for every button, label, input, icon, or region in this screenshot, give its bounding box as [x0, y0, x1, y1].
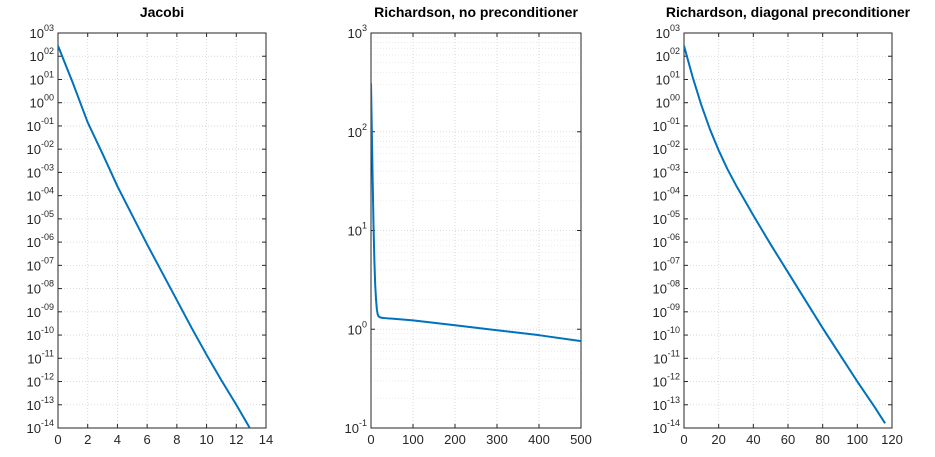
x-tick-label: 80 [815, 432, 829, 447]
x-tick-label: 20 [711, 432, 725, 447]
chart-panel-jacobi: 0 2 4 6 8 10 12 14 10-14 10-13 10-12 10-11 10-10 10-0… [27, 4, 274, 447]
x-tick-label: 12 [229, 432, 243, 447]
y-tick-label: 10-09 [27, 302, 54, 320]
x-tick-label: 100 [402, 432, 424, 447]
y-tick-label: 10-06 [653, 232, 680, 250]
y-tick-label: 10-07 [653, 255, 680, 273]
x-tick-label: 0 [367, 432, 374, 447]
x-tick-label: 4 [114, 432, 121, 447]
x-tick-label: 100 [846, 432, 868, 447]
y-tick-label: 10-12 [653, 372, 680, 390]
x-tick-label: 0 [680, 432, 687, 447]
y-tick-label: 10-13 [27, 395, 54, 413]
grid [370, 32, 582, 429]
y-tick-label: 100 [348, 319, 367, 337]
x-tick-label: 8 [173, 432, 180, 447]
y-tick-label: 1000 [656, 93, 680, 111]
y-tick-label: 1003 [30, 23, 54, 41]
y-tick-label: 102 [348, 122, 367, 140]
y-tick-label: 10-04 [653, 186, 680, 204]
y-tick-label: 1002 [656, 46, 680, 64]
y-tick-label: 10-09 [653, 302, 680, 320]
y-tick-label: 10-05 [27, 209, 54, 227]
y-tick-label: 10-01 [653, 116, 680, 134]
y-tick-label: 10-12 [27, 372, 54, 390]
chart-title-jacobi: Jacobi [140, 4, 184, 20]
y-tick-label: 10-1 [345, 418, 367, 436]
y-tick-label: 10-11 [27, 348, 54, 366]
y-tick-label: 1001 [656, 69, 680, 87]
x-tick-label: 6 [144, 432, 151, 447]
y-tick-label: 10-03 [27, 162, 54, 180]
x-tick-label: 300 [486, 432, 508, 447]
y-tick-label: 1000 [30, 93, 54, 111]
x-tick-label: 2 [84, 432, 91, 447]
y-tick-label: 10-10 [653, 325, 680, 343]
y-tick-label: 103 [348, 23, 367, 41]
y-tick-label: 10-03 [653, 162, 680, 180]
y-tick-label: 10-02 [27, 139, 54, 157]
x-tick-label: 0 [54, 432, 61, 447]
chart-title-richardson-no-preconditioner: Richardson, no preconditioner [374, 4, 578, 20]
y-tick-label: 10-13 [653, 395, 680, 413]
y-tick-label: 1001 [30, 69, 54, 87]
y-tick-label: 10-14 [653, 418, 680, 436]
y-tick-label: 10-07 [27, 255, 54, 273]
axes-box [57, 32, 267, 429]
y-tick-label: 10-10 [27, 325, 54, 343]
x-tick-label: 60 [781, 432, 795, 447]
y-tick-label: 101 [348, 221, 367, 239]
chart-title-richardson-diagonal-preconditioner: Richardson, diagonal preconditioner [666, 4, 911, 20]
series-line [684, 45, 886, 424]
y-tick-label: 10-11 [653, 348, 680, 366]
x-tick-label: 500 [570, 432, 592, 447]
series-line [58, 45, 251, 428]
series-line [371, 83, 581, 343]
x-tick-label: 14 [259, 432, 273, 447]
y-tick-label: 10-05 [653, 209, 680, 227]
x-tick-label: 400 [528, 432, 550, 447]
y-tick-label: 10-14 [27, 418, 54, 436]
plot-area [58, 33, 266, 428]
y-tick-label: 10-01 [27, 116, 54, 134]
y-tick-label: 10-08 [653, 279, 680, 297]
y-tick-label: 10-02 [653, 139, 680, 157]
y-tick-label: 10-06 [27, 232, 54, 250]
y-tick-label: 1003 [656, 23, 680, 41]
x-tick-label: 40 [746, 432, 760, 447]
y-tick-label: 10-08 [27, 279, 54, 297]
x-tick-label: 10 [199, 432, 213, 447]
y-tick-label: 10-04 [27, 186, 54, 204]
chart-panel-richardson-no-preconditioner: 0 100 200 300 400 500 10-1 100 101 102 103 Richards… [345, 4, 592, 447]
y-tick-label: 1002 [30, 46, 54, 64]
x-tick-label: 200 [444, 432, 466, 447]
chart-panel-richardson-diagonal-preconditioner: 0 20 40 60 80 100 120 10-14 10-13 10-12 10-11 10-10… [653, 4, 911, 447]
plot-area [684, 33, 892, 428]
x-tick-label: 120 [881, 432, 903, 447]
